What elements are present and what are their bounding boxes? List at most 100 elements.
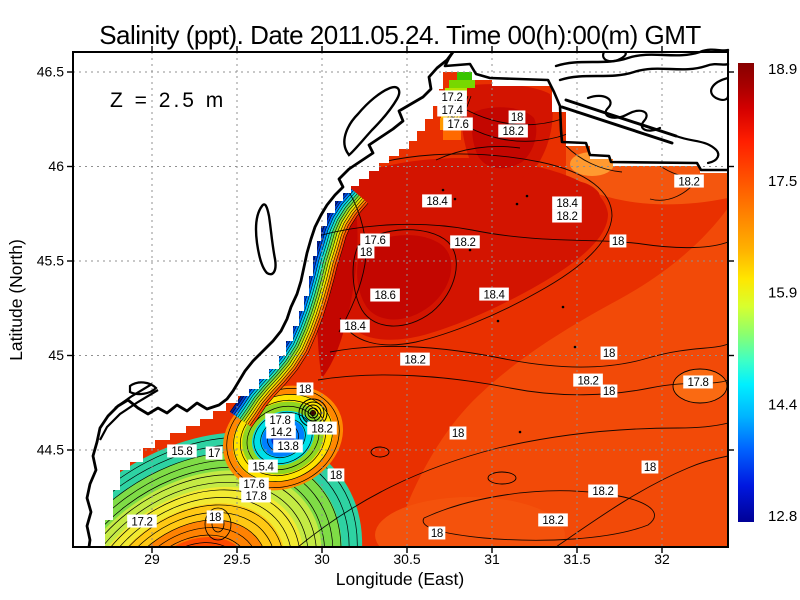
contour-label: 18 bbox=[612, 236, 624, 248]
delta-channel bbox=[128, 381, 158, 396]
x-tick-label: 32 bbox=[654, 551, 670, 567]
contour-label-box bbox=[239, 477, 269, 491]
contour-label-box bbox=[498, 124, 528, 138]
coastal-gradient-stripe bbox=[237, 192, 358, 419]
coastal-contour-line bbox=[237, 192, 356, 418]
contour-arc bbox=[105, 504, 285, 547]
contour-bullseye-core bbox=[311, 411, 315, 415]
contour-arc bbox=[105, 474, 317, 547]
colorbar-tick-label: 14.4 bbox=[768, 396, 797, 413]
contour-label-box bbox=[422, 194, 452, 208]
contour-line bbox=[352, 229, 457, 327]
estuary-channel bbox=[710, 76, 730, 102]
contour-loop bbox=[487, 471, 517, 485]
contour-label: 17.6 bbox=[447, 119, 468, 131]
x-tick-label: 29 bbox=[144, 551, 160, 567]
coastal-contour-line bbox=[241, 195, 360, 421]
contour-arc bbox=[120, 527, 260, 547]
estuary-channel bbox=[560, 105, 674, 145]
contour-label-box bbox=[400, 352, 430, 366]
contour-line bbox=[329, 343, 728, 368]
contour-label-box bbox=[327, 468, 345, 482]
contour-label: 18.2 bbox=[311, 423, 332, 435]
contour-ring bbox=[239, 400, 327, 476]
delta-channel bbox=[99, 389, 159, 441]
contour-label: 13.8 bbox=[277, 441, 298, 453]
contour-arc bbox=[105, 497, 293, 547]
contour-label: 18.4 bbox=[483, 289, 505, 301]
depth-annotation: Z = 2.5 m bbox=[110, 89, 226, 112]
contour-label: 18.4 bbox=[344, 321, 366, 333]
contour-speck bbox=[496, 319, 500, 323]
coastal-contour-line bbox=[243, 196, 361, 422]
y-tick-label: 46 bbox=[48, 158, 64, 174]
contour-label: 18 bbox=[360, 247, 372, 259]
contour-speck bbox=[525, 194, 529, 198]
estuary-channel bbox=[558, 62, 730, 82]
y-axis-label: Latitude (North) bbox=[6, 239, 26, 361]
estuary-channel bbox=[674, 134, 720, 165]
contour-loop bbox=[204, 507, 232, 541]
contour-arc bbox=[105, 459, 334, 547]
contour-labels-layer: 17.217.4 17.6 18 18.2 18.2 18.4 18.4 18.2 18 17.6… bbox=[127, 90, 713, 540]
x-tick-label: 29.5 bbox=[223, 551, 250, 567]
contour-label: 17.8 bbox=[687, 377, 708, 389]
lagoon-tylihul bbox=[343, 85, 401, 157]
coastline-north bbox=[443, 51, 728, 172]
contour-label-box bbox=[573, 373, 603, 387]
contour-label: 18.4 bbox=[556, 198, 578, 210]
estuary-channel bbox=[586, 94, 662, 132]
contour-label-box bbox=[340, 319, 370, 333]
coastal-contour-line bbox=[251, 203, 369, 428]
contour-label: 18.2 bbox=[592, 486, 613, 498]
contour-bullseye bbox=[307, 407, 319, 419]
contour-bullseye bbox=[310, 410, 316, 416]
contour-arc bbox=[105, 512, 277, 547]
contour-label-box bbox=[296, 382, 314, 396]
contour-label-box bbox=[357, 245, 375, 259]
colorbar-tick-label: 17.5 bbox=[768, 173, 797, 190]
coastal-contour-line bbox=[239, 193, 358, 420]
contour-label-box bbox=[449, 426, 467, 440]
y-tick-label: 46.5 bbox=[37, 64, 64, 80]
plot-frame bbox=[72, 51, 729, 548]
contour-speck bbox=[518, 430, 522, 434]
dnieper-plume-cell bbox=[457, 72, 481, 80]
contour-label: 18 bbox=[431, 528, 443, 540]
contour-label: 18.2 bbox=[678, 176, 699, 188]
contour-label: 17.6 bbox=[243, 479, 264, 491]
contour-label-box bbox=[360, 233, 390, 247]
colorbar-tick-label: 15.9 bbox=[768, 285, 797, 302]
contour-label: 17.4 bbox=[441, 105, 463, 117]
contour-label-box bbox=[307, 421, 337, 435]
estuary-channel bbox=[564, 98, 678, 138]
coastline-west bbox=[85, 51, 455, 548]
contour-label-box bbox=[127, 514, 157, 528]
contour-label-box bbox=[600, 384, 618, 398]
contour-label-box bbox=[479, 287, 509, 301]
contour-label-box bbox=[552, 196, 582, 210]
contour-speck bbox=[561, 305, 565, 309]
contour-line bbox=[422, 490, 655, 541]
dnieper-plume-cell bbox=[443, 130, 461, 140]
contour-label-box bbox=[437, 103, 467, 117]
coastal-gradient-stripe bbox=[245, 198, 365, 425]
contour-label: 18 bbox=[511, 112, 523, 124]
y-tick-label: 45.5 bbox=[37, 253, 64, 269]
contour-label: 15.4 bbox=[252, 461, 274, 473]
contour-label: 18.2 bbox=[454, 237, 475, 249]
contour-speck bbox=[573, 345, 577, 349]
x-tick-label: 31 bbox=[484, 551, 500, 567]
contour-label: 17.2 bbox=[441, 92, 462, 104]
contour-label: 18 bbox=[644, 462, 656, 474]
contour-label-box bbox=[265, 413, 295, 427]
contour-label-box bbox=[205, 446, 223, 460]
contour-label-box bbox=[437, 90, 467, 104]
coastal-gradient-stripe bbox=[239, 193, 360, 421]
contour-label: 17.8 bbox=[269, 415, 290, 427]
contour-arc bbox=[111, 519, 269, 547]
contour-label: 18.4 bbox=[426, 196, 448, 208]
contour-line bbox=[338, 189, 367, 333]
y-tick-label: 45 bbox=[48, 347, 64, 363]
